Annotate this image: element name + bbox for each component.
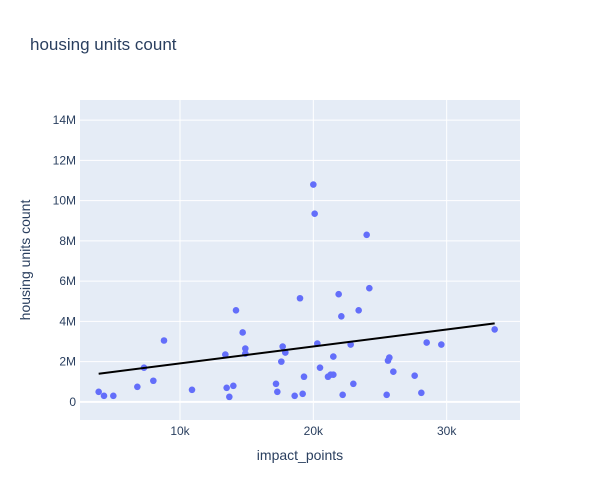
data-point	[366, 284, 373, 292]
x-tick-label: 10k	[170, 424, 190, 438]
x-axis-title: impact_points	[257, 447, 343, 463]
y-tick-label: 14M	[53, 113, 76, 127]
y-tick-label: 4M	[59, 314, 76, 328]
tick-labels: 0 2M 4M 6M 8M 10M 12M 14M 10k 20k 30k	[53, 113, 458, 438]
x-tick-label: 30k	[437, 424, 457, 438]
data-point	[390, 368, 397, 375]
data-point	[291, 392, 298, 400]
data-point	[423, 339, 430, 346]
data-point	[188, 386, 196, 394]
data-point	[134, 383, 141, 391]
data-point	[350, 380, 357, 388]
x-tick-label: 20k	[304, 424, 324, 438]
data-point	[411, 372, 418, 380]
data-point	[150, 377, 157, 385]
data-point	[339, 391, 346, 399]
data-point	[95, 388, 102, 396]
data-point	[299, 390, 306, 398]
data-point	[160, 337, 168, 344]
y-tick-label: 2M	[59, 355, 76, 369]
data-point	[274, 388, 281, 396]
y-tick-label: 6M	[59, 274, 76, 288]
data-point	[100, 392, 108, 400]
y-tick-label: 0	[69, 395, 76, 409]
data-point	[338, 313, 345, 320]
data-point	[230, 382, 237, 390]
data-point	[491, 326, 498, 333]
data-point	[239, 329, 246, 336]
data-point	[310, 181, 317, 188]
plot-area	[80, 100, 520, 420]
data-point	[110, 392, 117, 400]
data-point	[232, 307, 240, 314]
data-point	[386, 354, 393, 361]
gridlines	[80, 100, 520, 420]
chart-title: housing units count	[30, 35, 177, 54]
scatter-points	[95, 181, 498, 401]
data-point	[222, 351, 229, 358]
y-tick-label: 10M	[53, 194, 76, 208]
data-point	[330, 371, 337, 379]
data-point	[278, 358, 285, 365]
data-point	[418, 389, 425, 397]
data-point	[316, 364, 324, 371]
data-point	[335, 290, 342, 298]
data-point	[296, 294, 304, 302]
data-point	[383, 391, 390, 399]
data-point	[223, 384, 230, 392]
data-point	[242, 345, 249, 352]
y-tick-label: 8M	[59, 234, 76, 248]
data-point	[279, 343, 286, 350]
data-point	[330, 353, 337, 360]
data-point	[226, 393, 233, 401]
data-point	[355, 307, 362, 314]
trendline	[98, 322, 495, 375]
data-point	[300, 373, 308, 381]
y-axis-title: housing units count	[17, 200, 33, 321]
data-point	[272, 380, 280, 388]
data-point	[363, 231, 370, 239]
data-point	[311, 210, 318, 218]
data-point	[438, 341, 445, 348]
y-tick-label: 12M	[53, 153, 76, 167]
